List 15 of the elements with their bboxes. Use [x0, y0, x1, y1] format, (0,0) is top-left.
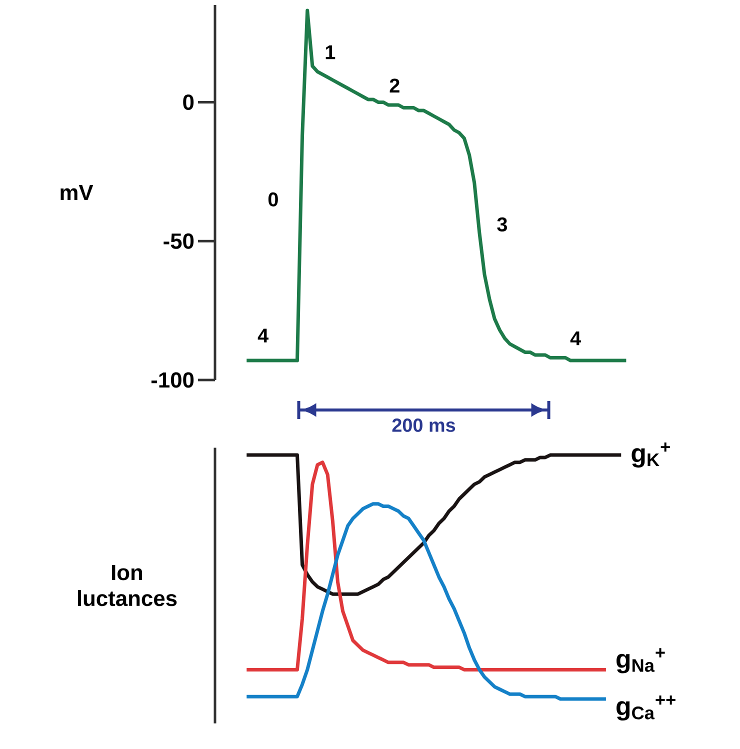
annotation: 1: [326, 45, 336, 60]
annotation: 4: [258, 328, 269, 342]
series-label: g$_{Na}$+: [616, 648, 665, 674]
text: 200 ms: [392, 418, 456, 432]
series-label: g$_{K}$+: [632, 442, 670, 468]
series-label: g$_{Ca}$++: [616, 695, 676, 721]
y-tick-label: 0: [183, 94, 194, 110]
annotation: 0: [268, 192, 278, 206]
annotation: 4: [570, 331, 582, 346]
y-tick-label: -100: [151, 372, 194, 388]
y-axis-title: Ion luctances: [78, 564, 177, 606]
annotation: 3: [497, 217, 508, 232]
annotation: 2: [390, 78, 400, 93]
y-axis-title: mV: [60, 184, 94, 200]
y-tick-label: -50: [164, 233, 194, 249]
